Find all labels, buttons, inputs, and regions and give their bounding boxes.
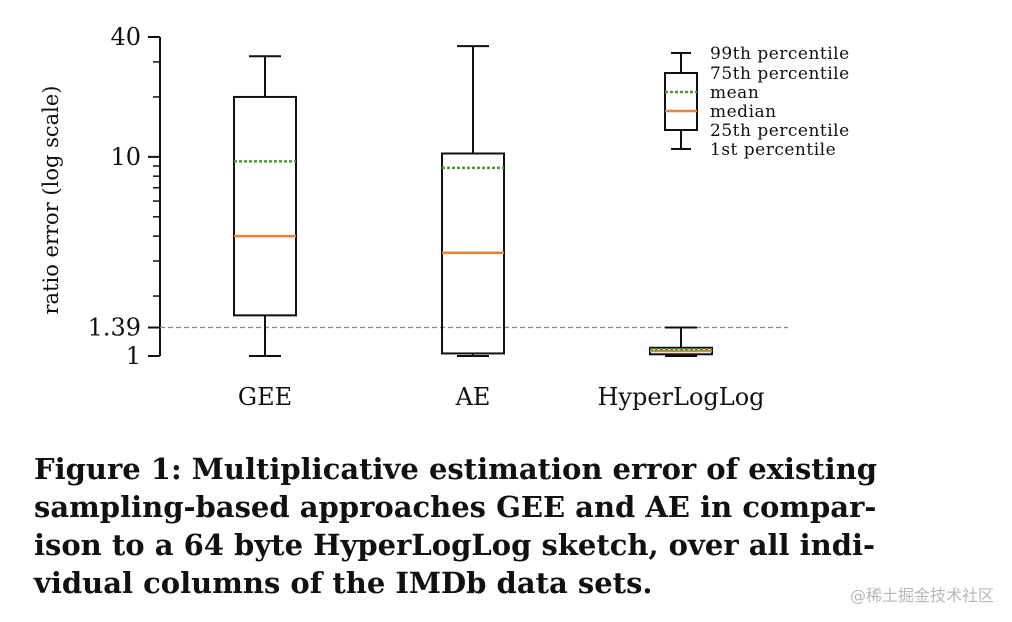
legend-entry: 25th percentile xyxy=(710,121,850,141)
box-plot-chart: ratio error (log scale) 11.39 10 40 GEE AE H… xyxy=(39,23,850,411)
y-tick-label: 40 xyxy=(110,23,141,51)
y-tick-label: 10 xyxy=(110,143,141,171)
watermark: @稀土掘金技术社区 xyxy=(849,586,994,605)
box-hyperloglog xyxy=(649,326,713,357)
x-tick-label: AE xyxy=(455,383,491,411)
iqr-box xyxy=(233,95,297,317)
legend-entry: 1st percentile xyxy=(710,140,836,160)
box-gee xyxy=(233,55,297,357)
legend-entry: 99th percentile xyxy=(710,44,850,64)
y-tick-label: 1 xyxy=(126,342,141,370)
legend-entry: 75th percentile xyxy=(710,64,850,84)
legend-entry: mean xyxy=(710,83,759,103)
legend-entry: median xyxy=(710,102,777,122)
x-tick-label: GEE xyxy=(238,383,292,411)
caption-line: ison to a 64 byte HyperLogLog sketch, ov… xyxy=(34,528,876,562)
figure-caption: Figure 1: Multiplicative estimation erro… xyxy=(34,450,934,602)
boxes-layer xyxy=(233,45,713,357)
x-tick-label: HyperLogLog xyxy=(597,383,764,411)
caption-line: Figure 1: Multiplicative estimation erro… xyxy=(34,452,878,486)
box-ae xyxy=(441,45,505,357)
y-axis: 11.39 10 40 xyxy=(88,23,161,370)
caption-line: vidual columns of the IMDb data sets. xyxy=(34,566,653,600)
caption-line: sampling-based approaches GEE and AE in … xyxy=(34,490,877,524)
x-tick-labels: GEE AE HyperLogLog xyxy=(238,383,765,411)
y-tick-label: 1.39 xyxy=(88,314,141,342)
legend-box xyxy=(664,72,698,131)
y-axis-label: ratio error (log scale) xyxy=(39,86,63,315)
